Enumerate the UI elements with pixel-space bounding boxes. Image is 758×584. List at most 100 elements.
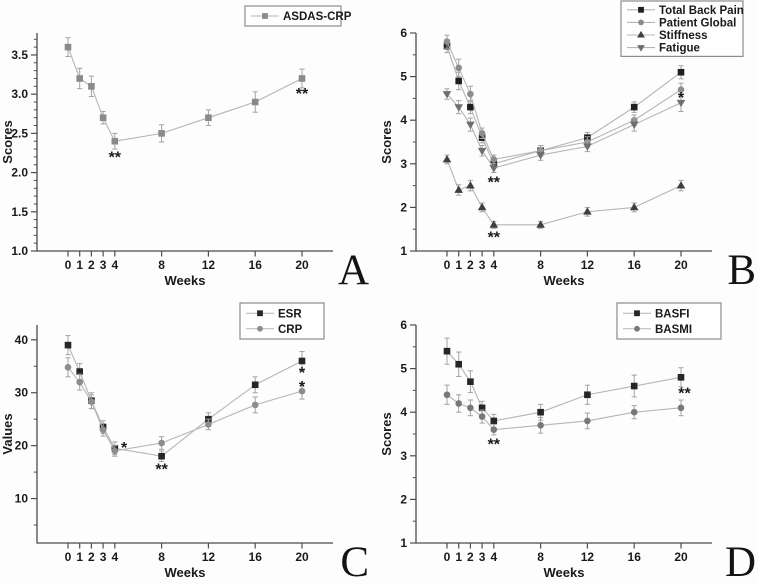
legend: ASDAS-CRP	[244, 5, 352, 27]
svg-text:2: 2	[88, 258, 95, 272]
series-esr	[64, 335, 306, 463]
significance-annotations: *****	[121, 365, 306, 478]
panel-d-letter: D	[724, 539, 756, 584]
svg-text:Stiffness: Stiffness	[659, 30, 708, 42]
svg-text:Weeks: Weeks	[165, 565, 206, 580]
svg-text:3: 3	[100, 258, 107, 272]
svg-text:**: **	[488, 437, 501, 454]
svg-text:CRP: CRP	[278, 324, 303, 336]
svg-text:3: 3	[100, 550, 107, 564]
svg-text:12: 12	[581, 550, 595, 564]
svg-text:30: 30	[15, 386, 29, 400]
svg-text:2: 2	[400, 492, 407, 506]
svg-text:2: 2	[467, 550, 474, 564]
svg-text:16: 16	[628, 258, 642, 272]
svg-text:1.0: 1.0	[11, 244, 28, 258]
svg-text:*: *	[299, 365, 306, 382]
legend: BASFI BASMI	[616, 302, 722, 340]
svg-text:Fatigue: Fatigue	[659, 43, 700, 55]
panel-c: 10 20 30 40 0 1 2 3 4 8 12 16 20 Weeks Values * ** * * ESR C…	[0, 292, 379, 584]
svg-text:1: 1	[76, 258, 83, 272]
panel-c-letter: C	[340, 539, 369, 584]
svg-text:*: *	[121, 440, 128, 457]
svg-text:3.5: 3.5	[11, 48, 28, 62]
svg-text:12: 12	[202, 550, 216, 564]
svg-text:4: 4	[490, 550, 497, 564]
svg-text:5: 5	[400, 70, 407, 84]
svg-text:2: 2	[467, 258, 474, 272]
svg-text:16: 16	[249, 550, 263, 564]
panel-d: 1 2 3 4 5 6 0 1 2 3 4 8 12 16 20 Weeks Scores ** ** BASFI BA…	[379, 292, 758, 584]
panel-a-letter: A	[337, 247, 369, 292]
axes: 1.01.52.02.53.03.50 1 2 3 4 8 12 16 20WeeksScore…	[0, 33, 333, 288]
significance-annotations: ** **	[488, 385, 692, 453]
svg-text:20: 20	[295, 550, 309, 564]
svg-text:2.5: 2.5	[11, 126, 28, 140]
svg-text:**: **	[488, 174, 501, 191]
legend: ESR CRP	[239, 302, 325, 340]
svg-text:8: 8	[537, 258, 544, 272]
svg-text:Values: Values	[0, 413, 15, 454]
svg-text:BASFI: BASFI	[655, 308, 690, 320]
svg-text:**: **	[109, 149, 122, 166]
svg-text:1.5: 1.5	[11, 205, 28, 219]
svg-text:3: 3	[400, 157, 407, 171]
svg-text:16: 16	[628, 550, 642, 564]
svg-text:1: 1	[76, 550, 83, 564]
svg-text:2: 2	[88, 550, 95, 564]
panel-b-letter: B	[727, 247, 756, 292]
svg-text:2.0: 2.0	[11, 166, 28, 180]
panel-a: 1.0 1.5 2.0 2.5 3.0 3.5 0 1 2 3 4 8 12 16 20 Weeks Score…	[0, 0, 379, 292]
panel-b: 1 2 3 4 5 6 0 1 2 3 4 8 12 16 20 Weeks Scores ** ** * Total …	[379, 0, 758, 292]
svg-text:12: 12	[581, 258, 595, 272]
svg-text:3: 3	[479, 550, 486, 564]
svg-text:8: 8	[158, 258, 165, 272]
svg-text:20: 20	[295, 258, 309, 272]
svg-text:20: 20	[15, 439, 29, 453]
svg-text:3.0: 3.0	[11, 87, 28, 101]
svg-text:Patient Global: Patient Global	[659, 17, 736, 29]
svg-text:1: 1	[455, 550, 462, 564]
svg-text:1: 1	[455, 258, 462, 272]
svg-text:ESR: ESR	[278, 308, 302, 320]
svg-text:4: 4	[111, 550, 118, 564]
svg-text:**: **	[296, 86, 309, 103]
svg-text:8: 8	[537, 550, 544, 564]
svg-text:4: 4	[400, 113, 407, 127]
significance-annotations: *****	[488, 90, 685, 246]
svg-text:40: 40	[15, 333, 29, 347]
svg-text:0: 0	[444, 258, 451, 272]
series-asdas-crp	[64, 37, 306, 150]
svg-text:1: 1	[400, 244, 407, 258]
svg-text:0: 0	[65, 258, 72, 272]
svg-text:**: **	[488, 229, 501, 246]
svg-text:6: 6	[400, 318, 407, 332]
svg-text:**: **	[678, 385, 691, 402]
svg-text:0: 0	[444, 550, 451, 564]
svg-text:1: 1	[400, 536, 407, 550]
svg-text:ASDAS-CRP: ASDAS-CRP	[283, 11, 352, 23]
svg-text:*: *	[299, 379, 306, 396]
svg-text:0: 0	[65, 550, 72, 564]
svg-text:Weeks: Weeks	[165, 273, 206, 288]
series-crp	[64, 357, 306, 457]
svg-text:*: *	[678, 90, 685, 107]
svg-text:20: 20	[674, 258, 688, 272]
svg-text:**: **	[155, 461, 168, 478]
svg-text:Weeks: Weeks	[544, 565, 585, 580]
svg-text:Weeks: Weeks	[544, 273, 585, 288]
svg-text:10: 10	[15, 492, 29, 506]
svg-text:5: 5	[400, 362, 407, 376]
svg-text:Total Back Pain: Total Back Pain	[659, 5, 744, 17]
significance-annotations: ** **	[109, 86, 309, 167]
svg-text:2: 2	[400, 200, 407, 214]
series-basmi	[443, 384, 685, 436]
svg-text:4: 4	[111, 258, 118, 272]
svg-text:16: 16	[249, 258, 263, 272]
